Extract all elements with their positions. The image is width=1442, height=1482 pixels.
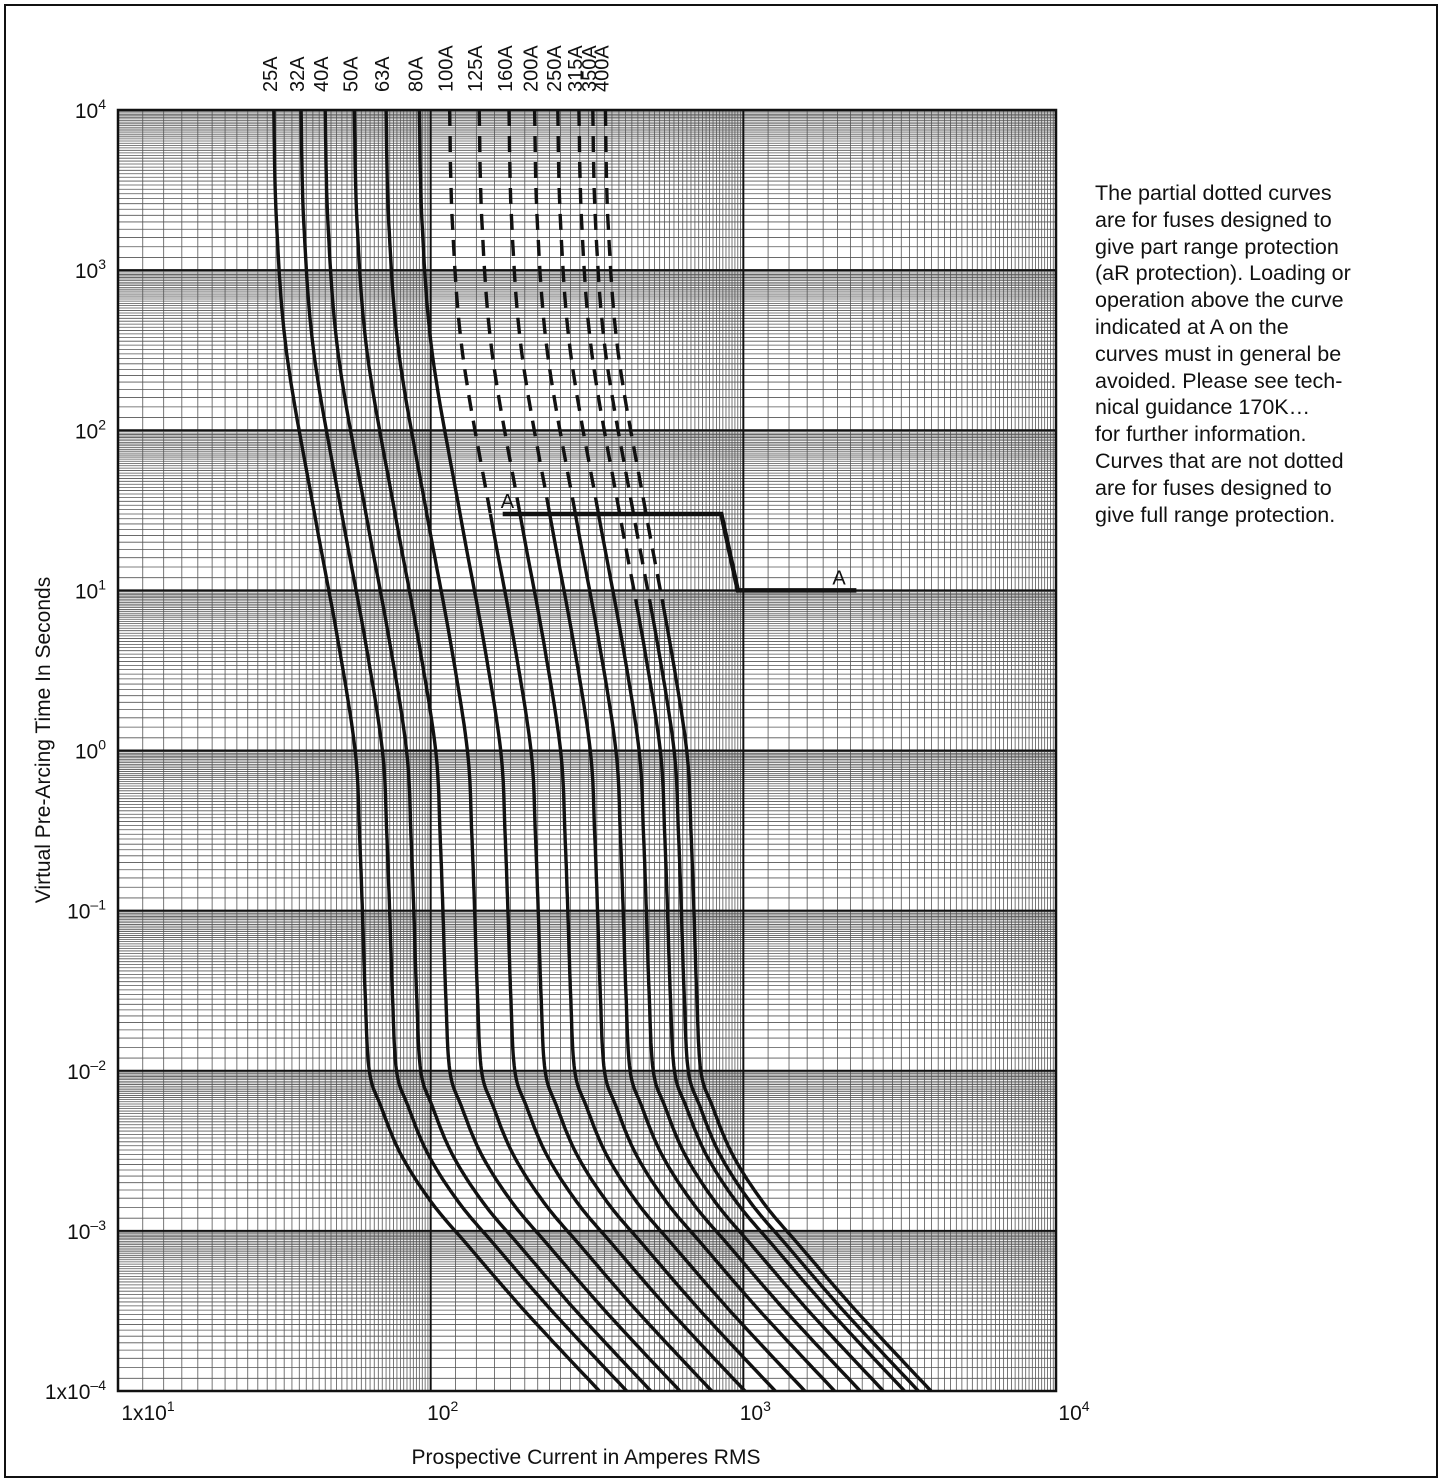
fuse-curves: 25A 32A 40A 50A 63A 80A 100A 125A 160A 200A 250A 31… — [260, 45, 933, 1393]
note-line: curves must in general be — [1095, 341, 1342, 366]
note-line: are for fuses designed to — [1095, 207, 1332, 232]
y-tick-label: 103 — [75, 256, 106, 283]
series-label-160A: 160A — [495, 45, 517, 92]
fuse-curve-250A-dashed — [556, 109, 601, 515]
fuse-curve-63A — [384, 109, 713, 1393]
annotation-a: AA — [501, 491, 857, 593]
fuse-curve-200A-dashed — [532, 109, 578, 515]
series-label-50A: 50A — [340, 56, 362, 92]
x-tick-label: 1x101 — [121, 1398, 175, 1425]
annotation-label-a-right: A — [832, 567, 846, 589]
series-label-400A: 400A — [591, 45, 613, 92]
y-tick-label: 10–1 — [67, 897, 106, 924]
x-tick-label: 104 — [1058, 1398, 1089, 1425]
fuse-curve-350A — [647, 598, 920, 1393]
note-line: give full range protection. — [1095, 502, 1336, 527]
y-tick-label: 10–2 — [67, 1057, 106, 1084]
fuse-curve-400A-dashed — [603, 109, 664, 600]
fuse-curve-250A — [596, 513, 885, 1393]
fuse-curve-32A — [299, 109, 628, 1393]
fuse-curve-160A — [548, 513, 836, 1393]
fuse-curve-315A-dashed — [577, 109, 638, 600]
x-tick-label: 103 — [740, 1398, 771, 1425]
note-line: operation above the curve — [1095, 288, 1344, 313]
fuse-curve-400A — [660, 598, 933, 1393]
fuse-curve-350A-dashed — [591, 109, 652, 600]
note-line: The partial dotted curves — [1095, 181, 1332, 205]
y-tick-label: 10–3 — [67, 1217, 106, 1244]
series-label-40A: 40A — [311, 56, 333, 92]
figure-frame — [4, 4, 1438, 1478]
note-line: avoided. Please see tech- — [1095, 368, 1343, 393]
y-tick-label: 1x10–4 — [45, 1377, 106, 1404]
annotation-line-a — [502, 511, 857, 593]
y-tick-label: 104 — [75, 96, 106, 123]
series-label-80A: 80A — [405, 56, 427, 92]
fuse-curve-100A-dashed — [447, 109, 493, 515]
fuse-curve-315A — [634, 598, 906, 1393]
y-tick-label: 101 — [75, 576, 106, 603]
plot-grid — [116, 108, 1058, 1393]
fuse-curve-80A — [417, 109, 747, 1393]
note-line: indicated at A on the — [1095, 314, 1289, 339]
fuse-curve-100A — [488, 513, 777, 1393]
x-axis-title: Prospective Current in Amperes RMS — [412, 1446, 761, 1469]
fuse-curve-160A-dashed — [507, 109, 552, 515]
protection-note: The partial dotted curves are for fuses d… — [1095, 180, 1425, 528]
series-label-350A: 350A — [579, 45, 601, 92]
fuse-curve-200A — [573, 513, 862, 1393]
plot-border — [116, 108, 1058, 1393]
note-line: Curves that are not dotted — [1095, 448, 1344, 473]
series-label-200A: 200A — [521, 45, 543, 92]
axis-tick-labels: 104 103 102 101 100 10–1 10–2 10–3 1x10–4 1x101 10… — [45, 96, 1090, 1425]
fuse-curve-40A — [323, 109, 653, 1393]
series-label-100A: 100A — [436, 45, 458, 92]
annotation-label-a-left: A — [501, 491, 515, 513]
series-label-32A: 32A — [287, 56, 309, 92]
note-line: nical guidance 170K… — [1095, 395, 1311, 420]
note-line: for further information. — [1095, 422, 1307, 447]
x-tick-label: 102 — [427, 1398, 458, 1425]
note-line: are for fuses designed to — [1095, 475, 1332, 500]
series-label-25A: 25A — [260, 56, 282, 92]
y-tick-label: 102 — [75, 416, 106, 443]
note-line: give part range protection — [1095, 234, 1339, 259]
fuse-curve-50A — [352, 109, 682, 1393]
fuse-curve-125A — [518, 513, 807, 1393]
series-label-315A: 315A — [565, 45, 587, 92]
series-label-63A: 63A — [372, 56, 394, 92]
series-label-125A: 125A — [465, 45, 487, 92]
series-label-250A: 250A — [544, 45, 566, 92]
fuse-curve-125A-dashed — [477, 109, 522, 515]
fuse-curve-25A — [272, 109, 601, 1393]
y-tick-label: 100 — [75, 737, 106, 764]
note-line: (aR protection). Loading or — [1095, 261, 1351, 286]
y-axis-title: Virtual Pre-Arcing Time In Seconds — [32, 577, 55, 903]
